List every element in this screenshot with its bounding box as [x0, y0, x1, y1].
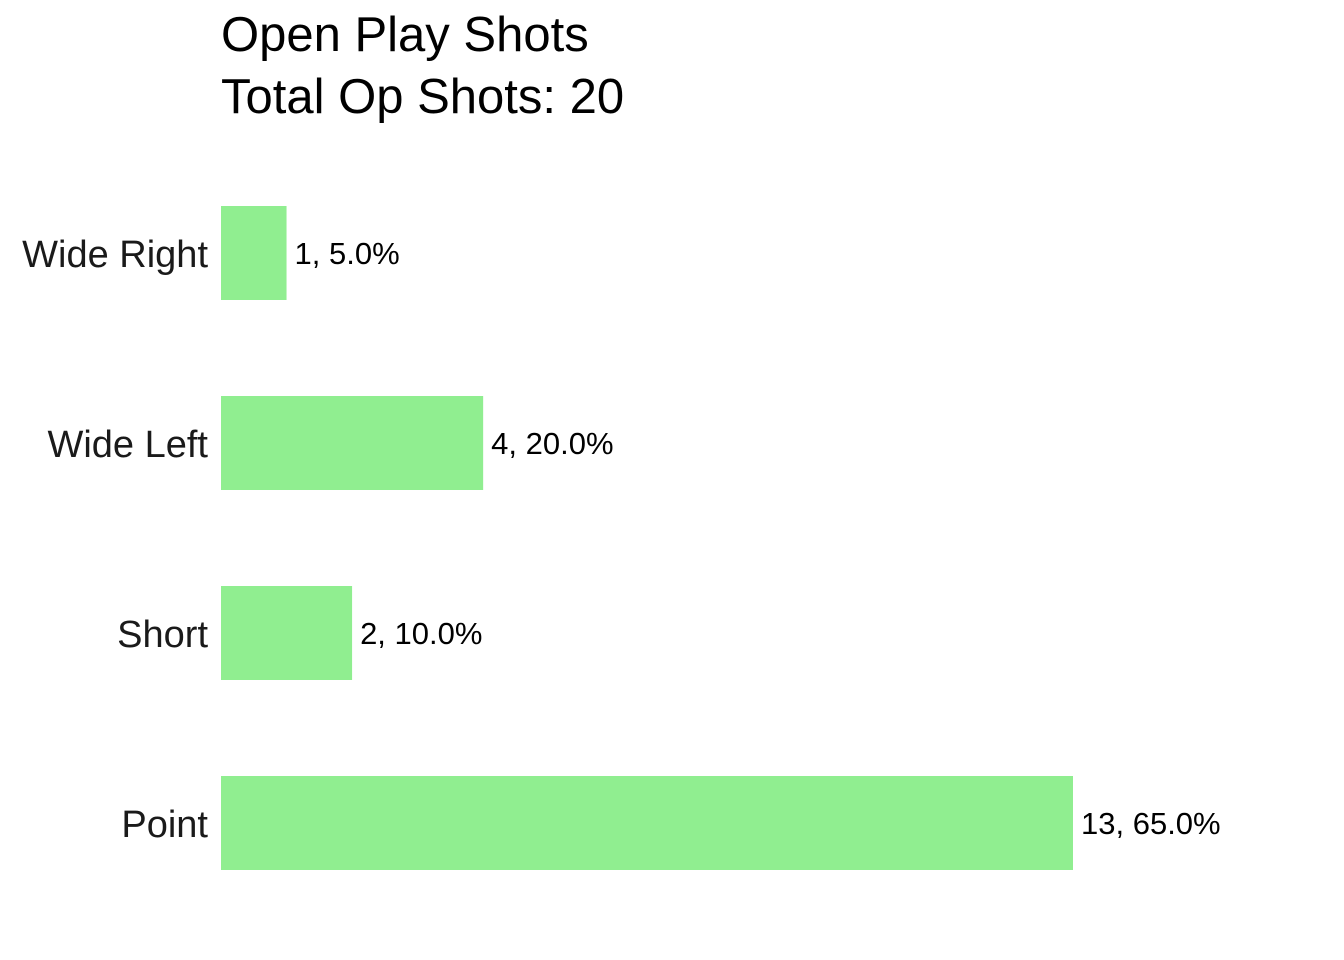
chart-title: Open Play Shots — [221, 8, 589, 62]
value-label: 4, 20.0% — [491, 426, 613, 461]
bar — [221, 396, 484, 490]
bar — [221, 776, 1073, 870]
value-label: 13, 65.0% — [1081, 806, 1221, 841]
value-label: 2, 10.0% — [360, 616, 482, 651]
bar — [221, 206, 287, 300]
category-label: Short — [117, 614, 208, 656]
bar — [221, 586, 353, 680]
value-label: 1, 5.0% — [295, 236, 400, 271]
category-label: Point — [121, 804, 208, 846]
chart-subtitle: Total Op Shots: 20 — [221, 70, 624, 124]
category-label: Wide Left — [47, 424, 208, 466]
category-label: Wide Right — [22, 234, 208, 276]
